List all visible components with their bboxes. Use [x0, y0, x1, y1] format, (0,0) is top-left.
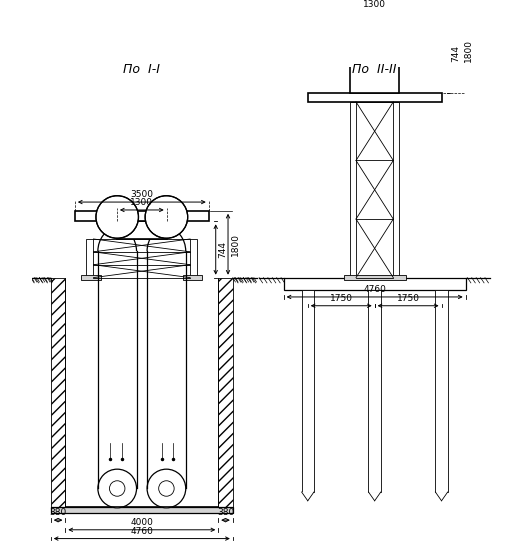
- Circle shape: [110, 481, 125, 496]
- Text: 4760: 4760: [363, 285, 386, 294]
- Bar: [308, 7, 442, 14]
- Bar: [284, 278, 466, 290]
- Bar: [51, 507, 233, 513]
- Polygon shape: [435, 492, 447, 501]
- Circle shape: [344, 24, 356, 37]
- Text: 380: 380: [50, 509, 67, 518]
- Text: 1800: 1800: [231, 233, 240, 256]
- Bar: [350, 47, 399, 93]
- Circle shape: [147, 469, 186, 508]
- Bar: [368, 290, 381, 492]
- Bar: [393, 102, 399, 278]
- Text: 1300: 1300: [363, 0, 386, 9]
- Bar: [75, 211, 209, 222]
- Bar: [51, 278, 65, 513]
- Text: По  I-I: По I-I: [123, 63, 160, 75]
- Bar: [183, 275, 202, 280]
- Circle shape: [96, 196, 139, 238]
- Circle shape: [310, 16, 316, 22]
- Polygon shape: [301, 492, 314, 501]
- Bar: [308, 93, 442, 102]
- Text: 380: 380: [217, 509, 234, 518]
- Text: 4760: 4760: [130, 527, 153, 536]
- Circle shape: [393, 24, 406, 37]
- Circle shape: [336, 16, 364, 45]
- Bar: [308, 14, 442, 47]
- Circle shape: [348, 29, 352, 33]
- Text: 3500: 3500: [363, 0, 386, 1]
- Bar: [350, 102, 356, 278]
- Bar: [435, 290, 447, 492]
- Circle shape: [310, 40, 316, 45]
- Text: 1750: 1750: [330, 294, 353, 303]
- Text: 744: 744: [451, 45, 460, 62]
- Bar: [301, 290, 314, 492]
- Text: По  II-II: По II-II: [353, 63, 397, 75]
- Text: 3500: 3500: [130, 190, 153, 200]
- Text: 1750: 1750: [397, 294, 419, 303]
- Circle shape: [145, 196, 188, 238]
- Bar: [190, 239, 197, 278]
- Circle shape: [397, 29, 402, 33]
- Circle shape: [434, 40, 439, 45]
- Text: 1300: 1300: [130, 199, 153, 207]
- Bar: [344, 275, 406, 280]
- Circle shape: [385, 16, 413, 45]
- Bar: [81, 275, 101, 280]
- Bar: [117, 222, 167, 239]
- Text: 1800: 1800: [464, 39, 473, 62]
- Circle shape: [159, 481, 174, 496]
- Text: 4000: 4000: [130, 518, 153, 527]
- Bar: [86, 239, 93, 278]
- Circle shape: [434, 16, 439, 22]
- Text: 744: 744: [218, 241, 227, 258]
- Circle shape: [98, 469, 136, 508]
- Polygon shape: [368, 492, 381, 501]
- Bar: [218, 278, 233, 513]
